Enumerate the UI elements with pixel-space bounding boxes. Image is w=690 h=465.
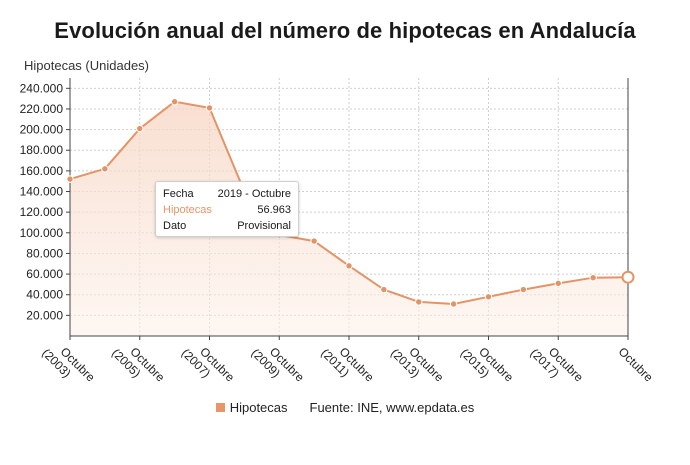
area-chart: 20.000 40.000 60.000 80.000 100.000 120.000 14…	[20, 78, 656, 385]
data-point	[380, 285, 388, 294]
tooltip-dato-value: Provisional	[237, 220, 291, 232]
x-tick-label: Octubre(2013)	[388, 344, 447, 384]
data-point	[66, 175, 74, 183]
y-tick-label: 80.000	[26, 246, 63, 260]
y-tick-label: 120.000	[20, 205, 64, 219]
x-tick-label: Octubre(2011)	[318, 344, 377, 384]
data-point	[519, 285, 528, 294]
area-fill	[70, 101, 628, 336]
y-tick-label: 140.000	[20, 185, 64, 199]
y-tick-label: 220.000	[20, 102, 64, 116]
data-point	[484, 293, 493, 301]
tooltip-row-fecha: Fecha 2019 - Octubre	[163, 186, 291, 202]
data-point-highlighted	[621, 270, 635, 284]
y-tick-label: 20.000	[26, 308, 63, 322]
data-point	[136, 124, 144, 133]
data-point	[205, 104, 214, 112]
chart-legend: Hipotecas Fuente: INE, www.epdata.es	[0, 400, 690, 415]
source-note: Fuente: INE, www.epdata.es	[309, 400, 475, 415]
data-point	[170, 98, 179, 106]
y-tick-label: 160.000	[20, 164, 64, 178]
tooltip-fecha-value: 2019 - Octubre	[217, 188, 291, 200]
data-point	[310, 237, 318, 245]
y-tick-label: 200.000	[20, 123, 64, 137]
data-point	[101, 165, 109, 173]
x-tick-label: Octubre(2005)	[109, 344, 168, 384]
y-tick-label: 100.000	[20, 226, 64, 240]
chart-title: Evolución anual del número de hipotecas …	[54, 18, 636, 43]
data-point	[415, 298, 423, 306]
x-tick-label-line1: Octubre	[616, 344, 656, 384]
y-tick-label: 240.000	[20, 81, 64, 95]
y-tick-label: 40.000	[26, 288, 63, 302]
y-tick-label: 180.000	[20, 143, 64, 157]
data-point	[345, 262, 353, 270]
legend-label-hipotecas: Hipotecas	[229, 400, 288, 415]
y-tick-label: 60.000	[26, 267, 63, 281]
x-tick-label: Octubre(2015)	[458, 344, 517, 384]
y-tick-labels: 20.000 40.000 60.000 80.000 100.000 120.000 14…	[20, 81, 64, 322]
tooltip-row-series: Hipotecas 56.963	[163, 202, 291, 218]
x-tick-label: Octubre(2007)	[179, 344, 238, 384]
x-tick-labels: Octubre(2003) Octubre(2005) Octubre(2007) O…	[39, 344, 656, 384]
tooltip-dato-label: Dato	[163, 220, 187, 232]
x-tick-label: Octubre(2009)	[249, 344, 308, 384]
legend-swatch-hipotecas	[215, 403, 225, 412]
tooltip-series-value: 56.963	[257, 204, 291, 216]
data-point	[554, 279, 562, 288]
y-axis-label: Hipotecas (Unidades)	[24, 58, 150, 73]
x-tick-label: Octubre(2003)	[39, 344, 98, 384]
data-point	[589, 273, 597, 282]
x-tick-label: Octubre(2017)	[528, 344, 587, 384]
x-tick-label: Octubre	[616, 344, 656, 384]
tooltip-row-dato: Dato Provisional	[163, 218, 291, 234]
data-point	[449, 300, 458, 308]
data-tooltip: Fecha 2019 - Octubre Hipotecas 56.963 Da…	[155, 181, 299, 237]
axes-layer	[66, 78, 629, 340]
tooltip-fecha-label: Fecha	[163, 188, 194, 200]
tooltip-series-label: Hipotecas	[163, 204, 212, 216]
